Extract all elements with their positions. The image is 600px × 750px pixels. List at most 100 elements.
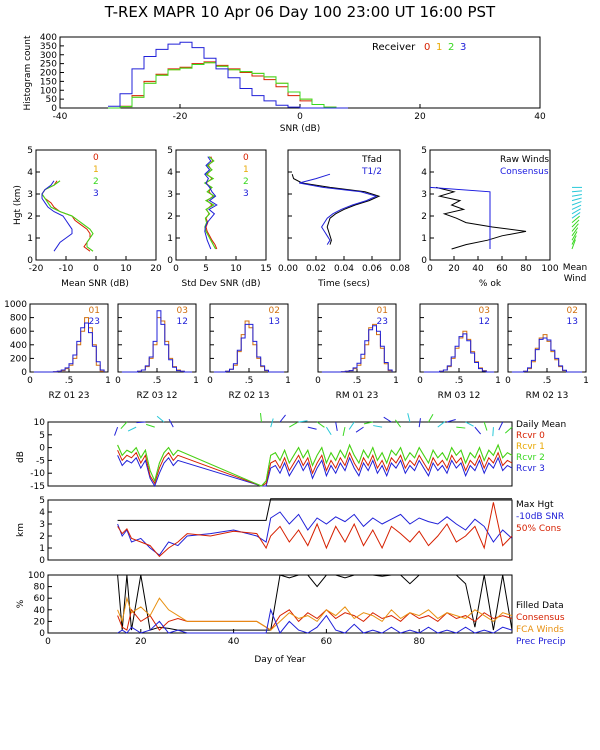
ratio-0-label-b: 23 xyxy=(89,317,100,327)
std-snr-ytick-label-3: 3 xyxy=(167,190,173,200)
max-hgt-series-snr xyxy=(117,511,513,556)
mean-snr-xtick-label-4: 20 xyxy=(150,264,162,274)
max-hgt-ytick-label-5: 5 xyxy=(39,496,45,506)
ratio-0-xtick-label-0: 0 xyxy=(27,376,33,386)
std-snr-ytick-label-5: 5 xyxy=(167,146,173,156)
daily-mean-legend-3: Rcvr 2 xyxy=(516,453,545,463)
mean-wind-barb-3 xyxy=(571,227,579,237)
mean-snr-xtick-label-2: 0 xyxy=(93,264,99,274)
std-snr-series-2 xyxy=(203,156,217,250)
mean-snr-legend-0: 0 xyxy=(93,153,99,163)
daily-mean-series-3 xyxy=(117,455,513,488)
std-snr-ytick-label-2: 2 xyxy=(167,212,173,222)
mean-snr-ytick-label-5: 5 xyxy=(27,146,33,156)
ratio-1-label-b: 12 xyxy=(177,317,188,327)
daily-mean-legend-0: Daily Mean xyxy=(516,420,566,430)
tfad-legend-t-half: T1/2 xyxy=(361,167,382,177)
filled-xtick-label-2: 40 xyxy=(228,637,240,647)
max-hgt-ylabel: km xyxy=(16,523,26,537)
histogram-ylabel: Histogram count xyxy=(23,35,33,110)
mean-snr-ytick-label-2: 2 xyxy=(27,212,33,222)
daily-mean-wind-58 xyxy=(465,421,474,427)
ratio-1-xtick-label-2: 1 xyxy=(193,376,199,386)
mean-snr-xlabel: Mean SNR (dB) xyxy=(61,279,129,289)
filled-legend-0: Filled Data xyxy=(516,601,564,611)
ratio-4-series-b xyxy=(423,333,495,373)
mean-wind-barb-12 xyxy=(571,193,582,197)
std-snr-legend-2: 2 xyxy=(243,177,249,187)
ratio-5-xtick-label-0: 0 xyxy=(505,376,511,386)
daily-mean-legend-4: Rcvr 3 xyxy=(516,464,545,474)
mean-snr-legend-1: 1 xyxy=(93,165,99,175)
figure-title: T-REX MAPR 10 Apr 06 Day 100 23:00 UT 16… xyxy=(104,3,496,21)
std-snr-ytick-label-0: 0 xyxy=(167,256,173,266)
ratio-3-xtick-label-2: 1 xyxy=(393,376,399,386)
mean-snr-legend-2: 2 xyxy=(93,177,99,187)
ratio-3-series-b xyxy=(321,325,393,373)
pct-ok-xtick-label-0: 0 xyxy=(427,264,433,274)
histogram-xtick-label-0: -40 xyxy=(53,112,68,122)
daily-mean-wind-44 xyxy=(394,419,402,428)
std-snr-legend-1: 1 xyxy=(243,165,249,175)
histogram-series-3 xyxy=(108,41,348,109)
std-snr-ytick-label-4: 4 xyxy=(167,168,173,178)
pct-ok-ytick-label-4: 4 xyxy=(421,168,427,178)
tfad-series-tfad xyxy=(291,174,381,245)
ratio-3-label-b: 23 xyxy=(377,317,388,327)
ratio-0-ytick-label-2: 400 xyxy=(10,341,27,351)
daily-mean-wind-26 xyxy=(316,421,325,428)
mean-wind-label-1: Mean xyxy=(563,263,588,273)
max-hgt-ytick-label-1: 1 xyxy=(39,544,45,554)
mean-wind-label-2: Wind xyxy=(564,274,587,284)
histogram-ytick-label-3: 150 xyxy=(40,77,57,87)
ratio-3-xtick-label-1: .5 xyxy=(353,376,362,386)
mean-snr-xtick-label-0: -20 xyxy=(29,264,44,274)
ratio-5-xlabel: RM 02 13 xyxy=(526,391,569,401)
ratio-0-xtick-label-1: .5 xyxy=(65,376,74,386)
histogram-xlabel: SNR (dB) xyxy=(280,124,320,134)
mean-snr-xtick-label-3: 10 xyxy=(120,264,132,274)
ratio-5-xtick-label-1: .5 xyxy=(543,376,552,386)
daily-mean-wind-32 xyxy=(342,427,346,437)
daily-mean-wind-60 xyxy=(474,426,482,435)
ratio-2-label-a: 02 xyxy=(269,306,280,316)
daily-mean-legend-2: Rcvr 1 xyxy=(516,442,545,452)
pct-ok-xtick-label-2: 40 xyxy=(472,264,484,274)
filled-legend-1: Consensus xyxy=(516,613,565,623)
histogram-legend-0: 0 xyxy=(424,42,430,53)
max-hgt-series-cons xyxy=(117,502,513,558)
mean-wind-barb-13 xyxy=(571,190,583,193)
daily-mean-wind-64 xyxy=(492,427,494,437)
mean-snr-series-3 xyxy=(41,180,73,252)
ratio-4-xtick-label-1: .5 xyxy=(455,376,464,386)
histogram-ytick-label-8: 400 xyxy=(40,33,57,43)
filled-ylabel: % xyxy=(16,599,26,608)
tfad-legend-tfad: Tfad xyxy=(361,155,382,165)
daily-mean-wind-42 xyxy=(383,416,392,423)
histogram-xtick-label-1: -20 xyxy=(173,112,188,122)
ratio-5-label-b: 13 xyxy=(567,317,578,327)
ratio-2-xlabel: RZ 02 13 xyxy=(228,391,269,401)
histogram-xtick-label-4: 40 xyxy=(534,112,546,122)
ratio-0-ytick-label-3: 600 xyxy=(10,327,27,337)
mean-wind-barb-8 xyxy=(571,208,581,215)
filled-ytick-label-4: 80 xyxy=(34,583,46,593)
daily-mean-wind-2 xyxy=(120,421,128,430)
tfad-xlabel: Time (secs) xyxy=(317,279,370,289)
ratio-2-xtick-label-0: 0 xyxy=(207,376,213,386)
ratio-2-label-b: 13 xyxy=(269,317,280,327)
pct-ok-ytick-label-1: 1 xyxy=(421,234,427,244)
ratio-2-xtick-label-2: 1 xyxy=(285,376,291,386)
daily-mean-wind-28 xyxy=(325,426,332,436)
filled-ytick-label-3: 60 xyxy=(34,594,46,604)
daily-mean-wind-14 xyxy=(260,412,262,423)
pct-ok-xtick-label-5: 100 xyxy=(541,264,558,274)
std-snr-series-3 xyxy=(204,156,218,250)
ratio-0-ytick-label-0: 0 xyxy=(21,368,27,378)
mean-snr-xtick-label-1: -10 xyxy=(59,264,74,274)
filled-ytick-label-0: 0 xyxy=(39,629,45,639)
daily-mean-wind-6 xyxy=(136,421,146,424)
ratio-4-label-a: 03 xyxy=(479,306,490,316)
pct-ok-legend-raw: Raw Winds xyxy=(500,155,549,165)
